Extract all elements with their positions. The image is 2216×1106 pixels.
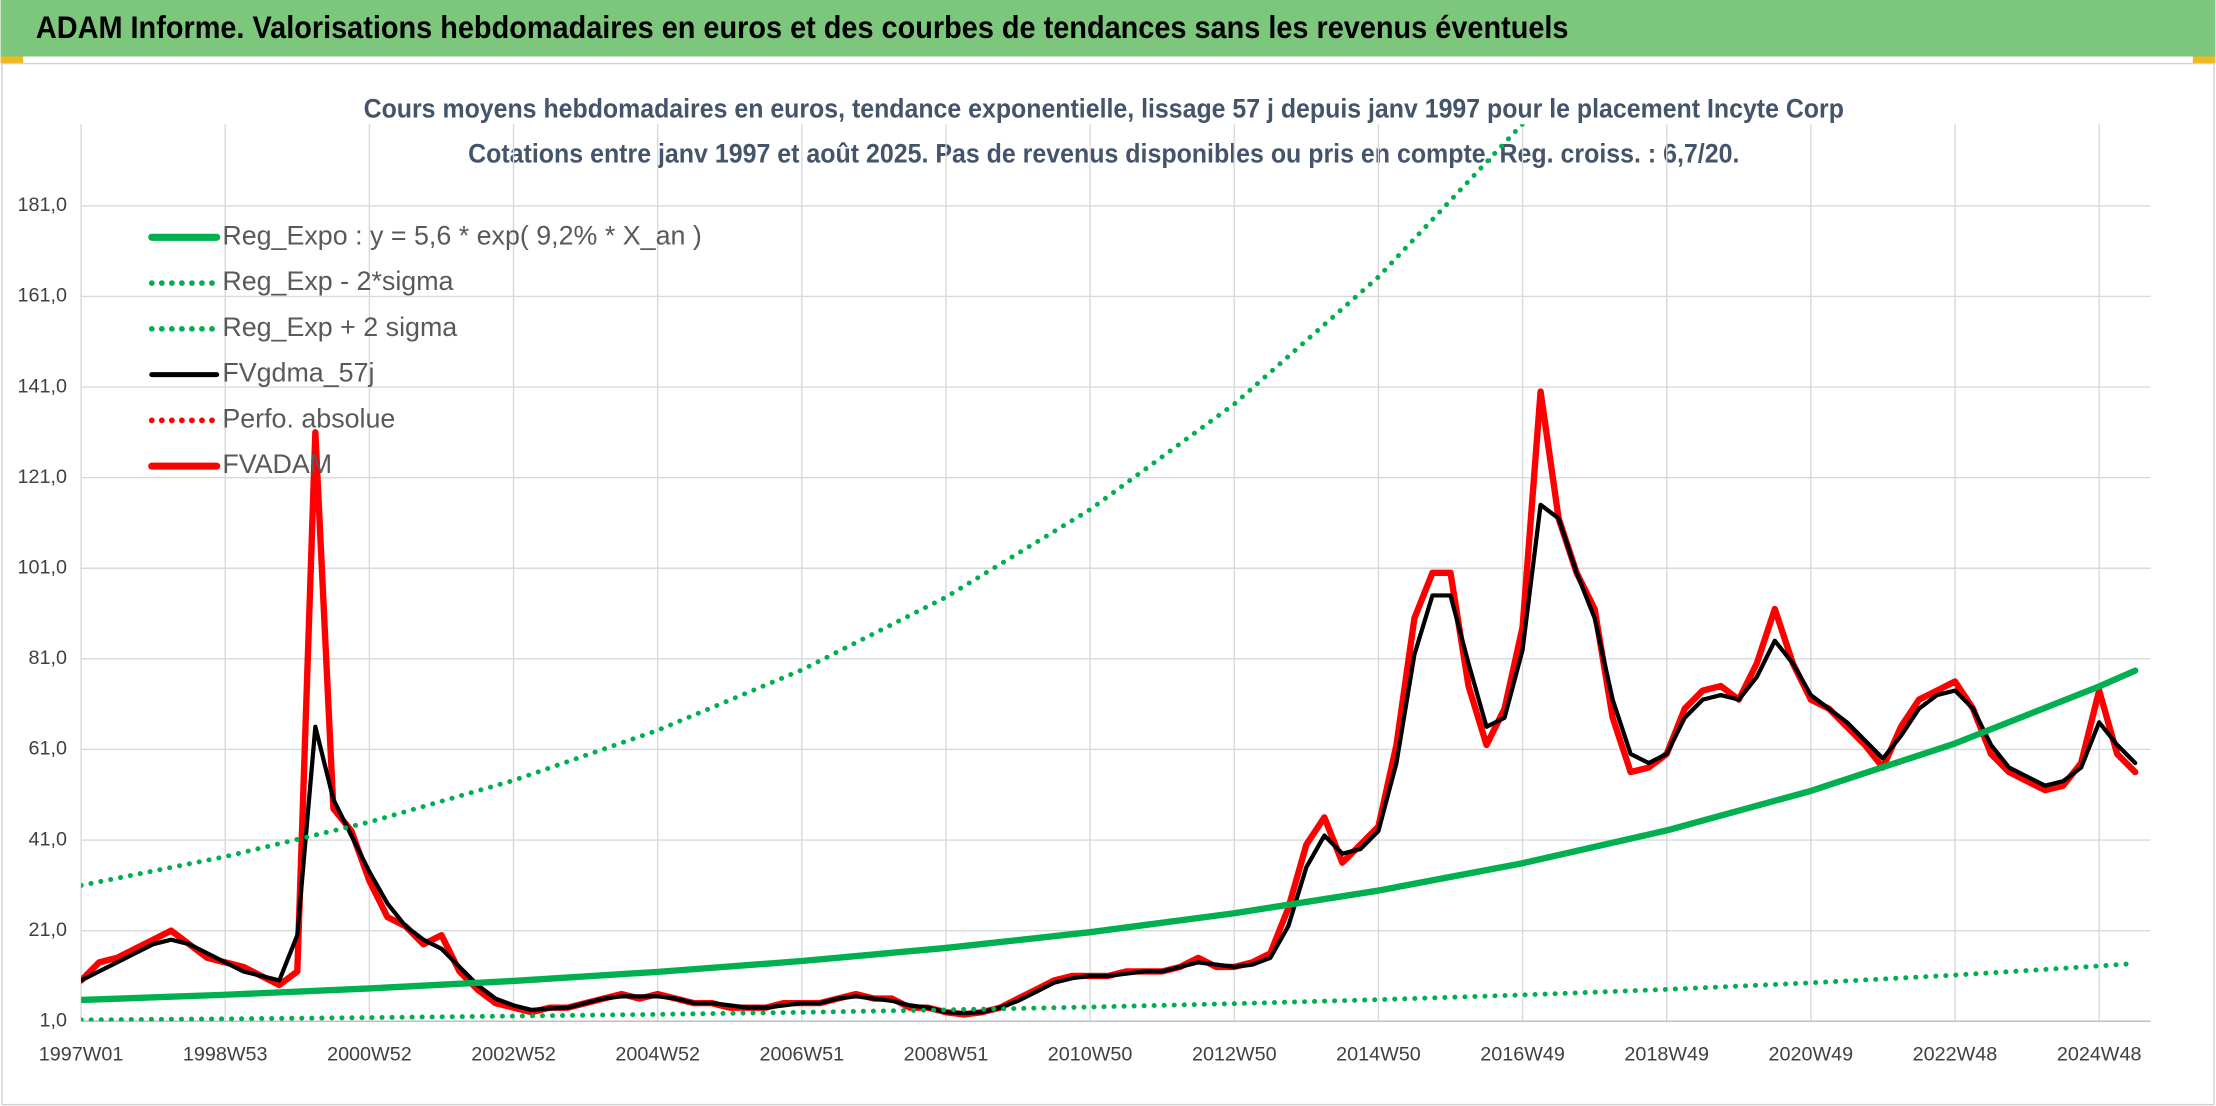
legend-label: FVADAM: [222, 449, 332, 479]
x-tick-label: 1997W01: [39, 1043, 124, 1065]
grid: [80, 124, 2151, 1022]
x-tick-label: 2004W52: [615, 1043, 700, 1065]
axis-labels: 1,0 21,0 41,0 61,0 81,0 101,0 121,0 141,0 161,0 1…: [18, 194, 2142, 1065]
y-tick-label: 61,0: [28, 738, 66, 760]
chart-subtitle: Cotations entre janv 1997 et août 2025. …: [468, 138, 1739, 168]
y-tick-label: 81,0: [28, 647, 66, 669]
y-tick-label: 1,0: [39, 1009, 66, 1031]
y-tick-label: 141,0: [18, 375, 67, 397]
plot-area: [81, 124, 2139, 1022]
legend-label: Perfo. absolue: [222, 403, 395, 433]
legend-label: Reg_Exp - 2*sigma: [222, 266, 453, 296]
x-tick-label: 2016W49: [1480, 1043, 1565, 1065]
x-tick-label: 2002W52: [471, 1043, 556, 1065]
page-title: ADAM Informe. Valorisations hebdomadaire…: [36, 10, 1569, 45]
x-tick-label: 2020W49: [1769, 1043, 1854, 1065]
legend: Reg_Expo : y = 5,6 * exp( 9,2% * X_an ) R…: [148, 220, 702, 479]
x-tick-label: 2014W50: [1336, 1043, 1421, 1065]
x-tick-label: 2012W50: [1192, 1043, 1277, 1065]
legend-label: FVgdma_57j: [222, 358, 374, 388]
x-tick-label: 2022W48: [1913, 1043, 1998, 1065]
series-line: [81, 124, 1526, 888]
x-tick-label: 2008W51: [904, 1043, 989, 1065]
y-tick-label: 41,0: [28, 828, 66, 850]
legend-label: Reg_Exp + 2 sigma: [222, 312, 457, 342]
y-tick-label: 121,0: [18, 466, 67, 488]
x-tick-label: 2024W48: [2057, 1043, 2142, 1065]
x-tick-label: 2006W51: [760, 1043, 845, 1065]
x-tick-label: 2010W50: [1048, 1043, 1133, 1065]
series-line: [81, 960, 2138, 1022]
y-tick-label: 101,0: [18, 556, 67, 578]
corner-mark: [0, 56, 24, 64]
y-tick-label: 161,0: [18, 285, 67, 307]
series-line: [81, 502, 2138, 1016]
chart-frame: [1, 62, 2215, 1106]
legend-label: Reg_Expo : y = 5,6 * exp( 9,2% * X_an ): [222, 220, 701, 250]
series-line: [81, 667, 2139, 1004]
header-bar: [0, 0, 2216, 57]
x-tick-label: 2018W49: [1624, 1043, 1709, 1065]
x-tick-label: 2000W52: [327, 1043, 412, 1065]
y-tick-label: 21,0: [28, 919, 66, 941]
y-tick-label: 181,0: [18, 194, 67, 216]
corner-mark: [2192, 56, 2216, 64]
x-tick-label: 1998W53: [183, 1043, 268, 1065]
chart-title: Cours moyens hebdomadaires en euros, ten…: [364, 93, 1844, 123]
